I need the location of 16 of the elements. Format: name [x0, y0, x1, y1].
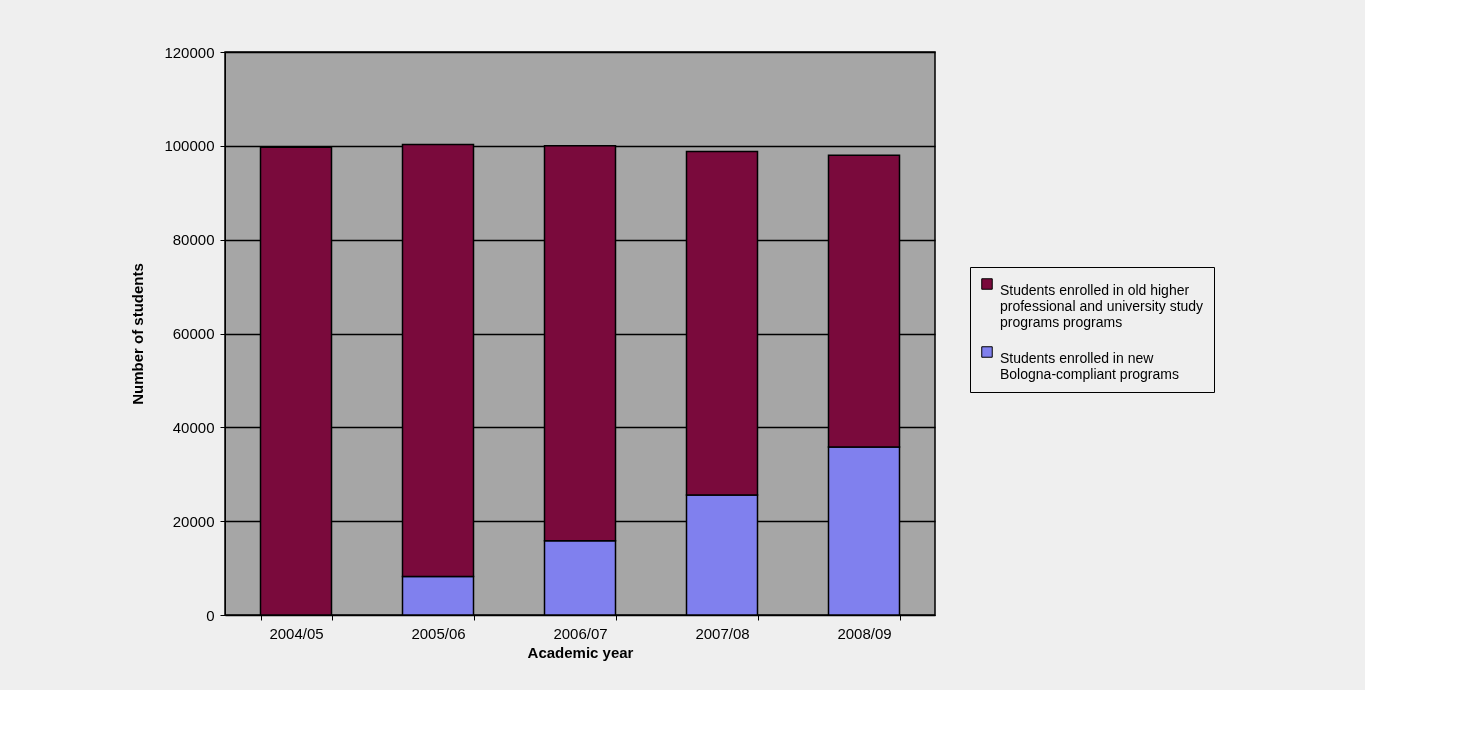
y-tick-label: 100000: [164, 137, 215, 155]
y-tick-label: 20000: [172, 512, 215, 530]
x-tick-label: 2008/09: [837, 624, 892, 642]
y-tick-label: 0: [206, 606, 215, 624]
x-tick-label: 2006/07: [553, 624, 608, 642]
y-axis-title: Number of students: [129, 263, 147, 405]
legend-label: Students enrolled in old higher professional and university study programs programs: [1000, 282, 1204, 330]
x-tick-label: 2007/08: [695, 624, 750, 642]
y-tick-label: 40000: [172, 418, 215, 436]
y-tick-label: 60000: [172, 325, 215, 342]
x-axis-title: Academic year: [527, 643, 634, 661]
legend-label: Students enrolled in new Bologna-compliant programs: [1000, 350, 1179, 382]
x-tick-label: 2004/05: [269, 624, 324, 642]
x-tick-label: 2005/06: [411, 624, 466, 642]
y-tick-label: 80000: [172, 231, 215, 249]
y-tick-label: 120000: [164, 43, 215, 61]
